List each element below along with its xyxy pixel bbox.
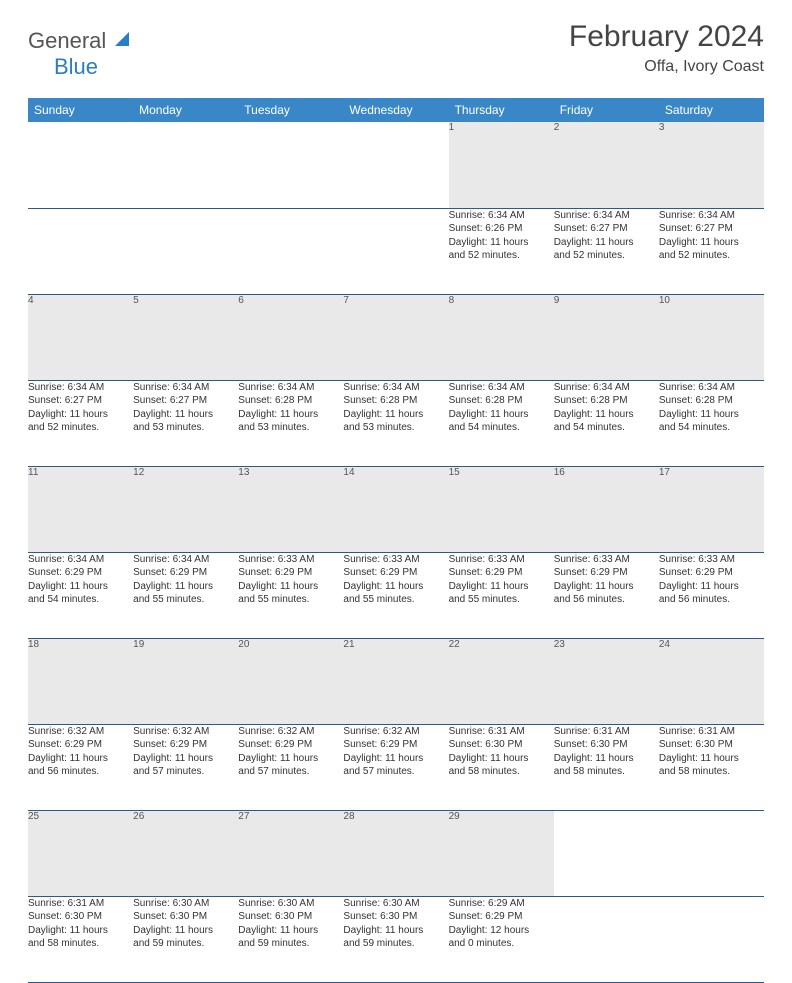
day-number-cell xyxy=(659,810,764,896)
day-content-cell xyxy=(28,208,133,294)
day-number-cell: 16 xyxy=(554,466,659,552)
day-content-cell: Sunrise: 6:34 AMSunset: 6:27 PMDaylight:… xyxy=(659,208,764,294)
brand-line1: General xyxy=(28,28,106,53)
day-number-cell: 21 xyxy=(343,638,448,724)
day-content-cell: Sunrise: 6:34 AMSunset: 6:28 PMDaylight:… xyxy=(343,380,448,466)
day-content-cell xyxy=(133,208,238,294)
day-content-cell: Sunrise: 6:30 AMSunset: 6:30 PMDaylight:… xyxy=(238,896,343,982)
brand-line2: Blue xyxy=(28,54,98,79)
day-number-cell: 24 xyxy=(659,638,764,724)
day-content-cell: Sunrise: 6:33 AMSunset: 6:29 PMDaylight:… xyxy=(343,552,448,638)
day-number-cell: 9 xyxy=(554,294,659,380)
document-header: General Blue February 2024 Offa, Ivory C… xyxy=(28,20,764,80)
day-content-cell: Sunrise: 6:31 AMSunset: 6:30 PMDaylight:… xyxy=(449,724,554,810)
day-content-cell: Sunrise: 6:32 AMSunset: 6:29 PMDaylight:… xyxy=(28,724,133,810)
day-number-cell: 11 xyxy=(28,466,133,552)
weekday-header: Wednesday xyxy=(343,98,448,122)
weekday-header: Tuesday xyxy=(238,98,343,122)
daynum-row: 18192021222324 xyxy=(28,638,764,724)
daynum-row: 2526272829 xyxy=(28,810,764,896)
day-number-cell: 29 xyxy=(449,810,554,896)
day-number-cell: 6 xyxy=(238,294,343,380)
day-content-cell: Sunrise: 6:34 AMSunset: 6:29 PMDaylight:… xyxy=(28,552,133,638)
day-number-cell: 17 xyxy=(659,466,764,552)
day-content-cell xyxy=(343,208,448,294)
day-number-cell: 22 xyxy=(449,638,554,724)
day-number-cell: 27 xyxy=(238,810,343,896)
day-content-cell: Sunrise: 6:32 AMSunset: 6:29 PMDaylight:… xyxy=(343,724,448,810)
day-number-cell xyxy=(238,122,343,208)
day-number-cell: 5 xyxy=(133,294,238,380)
day-content-cell: Sunrise: 6:31 AMSunset: 6:30 PMDaylight:… xyxy=(659,724,764,810)
content-row: Sunrise: 6:34 AMSunset: 6:26 PMDaylight:… xyxy=(28,208,764,294)
day-number-cell: 7 xyxy=(343,294,448,380)
day-content-cell: Sunrise: 6:33 AMSunset: 6:29 PMDaylight:… xyxy=(449,552,554,638)
content-row: Sunrise: 6:34 AMSunset: 6:27 PMDaylight:… xyxy=(28,380,764,466)
day-number-cell: 10 xyxy=(659,294,764,380)
day-content-cell: Sunrise: 6:31 AMSunset: 6:30 PMDaylight:… xyxy=(554,724,659,810)
day-number-cell: 3 xyxy=(659,122,764,208)
day-number-cell: 8 xyxy=(449,294,554,380)
day-number-cell xyxy=(343,122,448,208)
day-number-cell xyxy=(133,122,238,208)
day-number-cell: 20 xyxy=(238,638,343,724)
day-content-cell: Sunrise: 6:34 AMSunset: 6:29 PMDaylight:… xyxy=(133,552,238,638)
weekday-header: Sunday xyxy=(28,98,133,122)
day-content-cell: Sunrise: 6:33 AMSunset: 6:29 PMDaylight:… xyxy=(238,552,343,638)
brand-logo: General Blue xyxy=(28,28,133,80)
title-block: February 2024 Offa, Ivory Coast xyxy=(569,20,764,76)
day-number-cell: 12 xyxy=(133,466,238,552)
day-content-cell: Sunrise: 6:32 AMSunset: 6:29 PMDaylight:… xyxy=(133,724,238,810)
day-number-cell: 14 xyxy=(343,466,448,552)
day-number-cell: 2 xyxy=(554,122,659,208)
day-content-cell: Sunrise: 6:34 AMSunset: 6:28 PMDaylight:… xyxy=(238,380,343,466)
day-content-cell: Sunrise: 6:33 AMSunset: 6:29 PMDaylight:… xyxy=(659,552,764,638)
day-content-cell: Sunrise: 6:34 AMSunset: 6:28 PMDaylight:… xyxy=(449,380,554,466)
day-content-cell: Sunrise: 6:34 AMSunset: 6:26 PMDaylight:… xyxy=(449,208,554,294)
day-content-cell: Sunrise: 6:30 AMSunset: 6:30 PMDaylight:… xyxy=(343,896,448,982)
day-content-cell: Sunrise: 6:29 AMSunset: 6:29 PMDaylight:… xyxy=(449,896,554,982)
day-content-cell: Sunrise: 6:33 AMSunset: 6:29 PMDaylight:… xyxy=(554,552,659,638)
calendar-table: SundayMondayTuesdayWednesdayThursdayFrid… xyxy=(28,98,764,983)
day-number-cell: 1 xyxy=(449,122,554,208)
weekday-header: Monday xyxy=(133,98,238,122)
day-content-cell: Sunrise: 6:34 AMSunset: 6:28 PMDaylight:… xyxy=(659,380,764,466)
day-content-cell: Sunrise: 6:34 AMSunset: 6:27 PMDaylight:… xyxy=(133,380,238,466)
day-content-cell: Sunrise: 6:31 AMSunset: 6:30 PMDaylight:… xyxy=(28,896,133,982)
month-title: February 2024 xyxy=(569,20,764,54)
day-content-cell xyxy=(238,208,343,294)
day-number-cell: 23 xyxy=(554,638,659,724)
day-number-cell: 28 xyxy=(343,810,448,896)
content-row: Sunrise: 6:31 AMSunset: 6:30 PMDaylight:… xyxy=(28,896,764,982)
day-number-cell: 4 xyxy=(28,294,133,380)
day-number-cell xyxy=(28,122,133,208)
day-content-cell: Sunrise: 6:34 AMSunset: 6:27 PMDaylight:… xyxy=(554,208,659,294)
content-row: Sunrise: 6:34 AMSunset: 6:29 PMDaylight:… xyxy=(28,552,764,638)
day-content-cell: Sunrise: 6:34 AMSunset: 6:27 PMDaylight:… xyxy=(28,380,133,466)
weekday-header: Friday xyxy=(554,98,659,122)
day-content-cell: Sunrise: 6:30 AMSunset: 6:30 PMDaylight:… xyxy=(133,896,238,982)
day-content-cell: Sunrise: 6:34 AMSunset: 6:28 PMDaylight:… xyxy=(554,380,659,466)
day-number-cell xyxy=(554,810,659,896)
weekday-header: Saturday xyxy=(659,98,764,122)
day-content-cell xyxy=(659,896,764,982)
daynum-row: 45678910 xyxy=(28,294,764,380)
day-number-cell: 19 xyxy=(133,638,238,724)
daynum-row: 11121314151617 xyxy=(28,466,764,552)
daynum-row: 123 xyxy=(28,122,764,208)
day-number-cell: 26 xyxy=(133,810,238,896)
weekday-header-row: SundayMondayTuesdayWednesdayThursdayFrid… xyxy=(28,98,764,122)
day-content-cell: Sunrise: 6:32 AMSunset: 6:29 PMDaylight:… xyxy=(238,724,343,810)
day-number-cell: 13 xyxy=(238,466,343,552)
weekday-header: Thursday xyxy=(449,98,554,122)
day-content-cell xyxy=(554,896,659,982)
location: Offa, Ivory Coast xyxy=(569,58,764,76)
brand-sail-icon xyxy=(113,30,133,53)
day-number-cell: 25 xyxy=(28,810,133,896)
day-number-cell: 18 xyxy=(28,638,133,724)
day-number-cell: 15 xyxy=(449,466,554,552)
content-row: Sunrise: 6:32 AMSunset: 6:29 PMDaylight:… xyxy=(28,724,764,810)
